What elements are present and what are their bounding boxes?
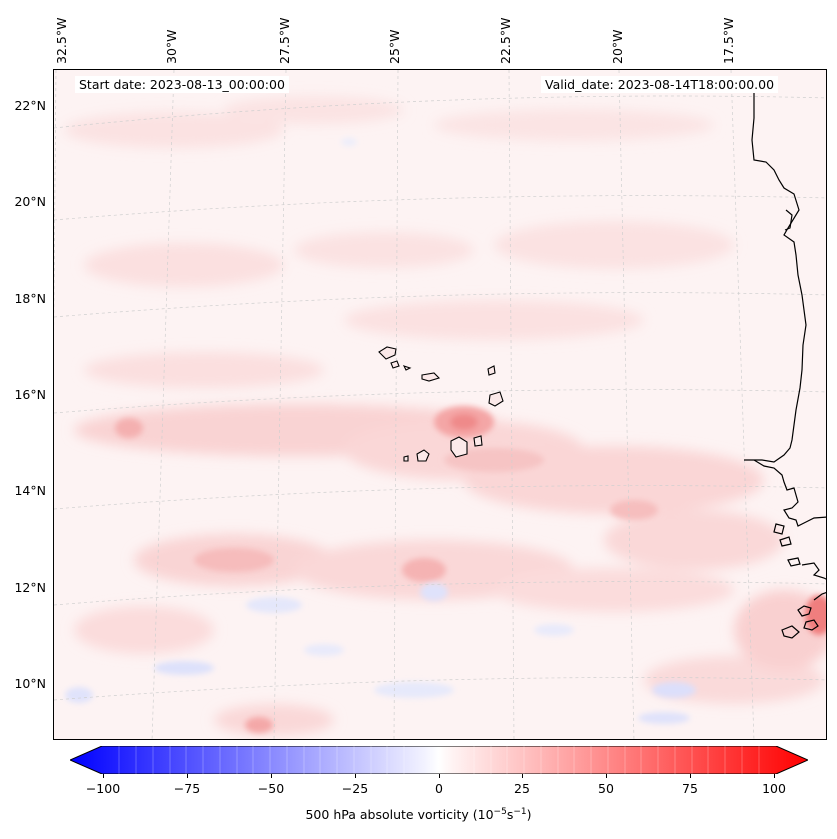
cb-tickmark [187, 774, 188, 778]
lon-label-27-5w: 27.5°W [277, 17, 292, 64]
map-panel [53, 69, 827, 740]
vorticity-maxima [115, 406, 826, 733]
start-date-label: Start date: 2023-08-13_00:00:00 [75, 76, 289, 93]
colorbar-label-end: ) [526, 807, 532, 823]
cb-tick-label: 25 [514, 781, 530, 796]
cb-tickmark [606, 774, 607, 778]
lon-label-22-5w: 22.5°W [498, 17, 513, 64]
colorbar [70, 746, 808, 774]
cb-tickmark [774, 774, 775, 778]
lat-label-18n: 18°N [14, 291, 46, 306]
cb-tickmark [439, 774, 440, 778]
lon-label-30w: 30°W [164, 29, 179, 64]
lon-label-25w: 25°W [387, 29, 402, 64]
positive-vorticity-patches [64, 96, 826, 736]
lat-label-20n: 20°N [14, 194, 46, 209]
colorbar-label-exp2: −1 [513, 807, 527, 817]
cb-tickmark [271, 774, 272, 778]
lat-label-22n: 22°N [14, 98, 46, 113]
cb-tickmark [522, 774, 523, 778]
cb-tick-label: −75 [173, 781, 201, 796]
colorbar-label-mid: s [506, 807, 514, 823]
lon-label-17-5w: 17.5°W [721, 17, 736, 64]
lat-label-16n: 16°N [14, 387, 46, 402]
colorbar-label-text: 500 hPa absolute vorticity (10 [305, 807, 494, 823]
lat-label-10n: 10°N [14, 676, 46, 691]
graticule [54, 70, 826, 739]
cb-tick-label: −25 [341, 781, 369, 796]
cb-tick-label: 100 [762, 781, 786, 796]
cb-tickmark [103, 774, 104, 778]
colorbar-label: 500 hPa absolute vorticity (10−5s−1) [0, 807, 837, 822]
cb-tick-label: 0 [435, 781, 443, 796]
cb-tickmark [355, 774, 356, 778]
colorbar-gradient [70, 746, 808, 774]
cb-tick-label: −100 [85, 781, 121, 796]
cape-verde-islands [378, 346, 504, 462]
valid-date-label: Valid_date: 2023-08-14T18:00:00.00 [541, 76, 779, 93]
cb-tick-label: 75 [682, 781, 698, 796]
negative-vorticity-patches [65, 138, 696, 724]
lon-label-20w: 20°W [610, 29, 625, 64]
lat-label-14n: 14°N [14, 483, 46, 498]
lat-label-12n: 12°N [14, 580, 46, 595]
vorticity-field [54, 70, 826, 739]
colorbar-levels [118, 746, 760, 774]
colorbar-label-exp1: −5 [493, 807, 507, 817]
lon-label-32-5w: 32.5°W [54, 17, 69, 64]
cb-tickmark [690, 774, 691, 778]
africa-coastline [744, 90, 826, 639]
cb-tick-label: 50 [598, 781, 614, 796]
cb-tick-label: −50 [257, 781, 285, 796]
